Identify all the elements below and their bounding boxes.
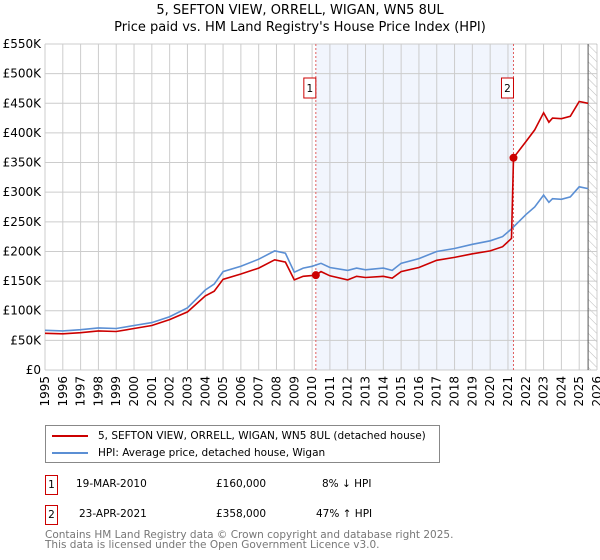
x-tick-label: 2008 [269,376,283,407]
transaction-price: £160,000 [216,478,267,490]
y-tick-label: £200K [3,244,43,258]
x-tick-label: 1996 [56,376,70,407]
x-tick-label: 2009 [287,376,301,407]
x-tick-label: 2006 [234,376,248,407]
x-tick-label: 2021 [501,376,515,407]
x-tick-label: 2002 [163,376,177,407]
x-tick-label: 2020 [483,376,497,407]
forecast-hatch [588,44,597,370]
price-paid-line [44,100,589,335]
sale-point [311,271,320,280]
x-tick-label: 2026 [590,376,600,407]
sale-label-border [303,77,317,99]
sale-label: 1 [306,83,313,95]
y-tick-label: £350K [3,156,43,170]
y-tick-label: £250K [3,215,43,229]
legend: 5, SEFTON VIEW, ORRELL, WIGAN, WN5 8UL (… [45,425,440,463]
x-tick-label: 2003 [180,376,194,407]
sale-label-border [500,77,514,99]
shaded-period [315,44,514,370]
x-tick-label: 2023 [537,376,551,407]
footer-line-2: This data is licensed under the Open Gov… [45,539,380,551]
legend-label: 5, SEFTON VIEW, ORRELL, WIGAN, WN5 8UL (… [98,430,426,442]
x-tick-label: 2019 [465,376,479,407]
x-tick-label: 2017 [430,376,444,407]
chart-title: 5, SEFTON VIEW, ORRELL, WIGAN, WN5 8UL [156,3,444,18]
x-tick-label: 2014 [376,376,390,407]
x-tick-label: 1998 [91,376,105,407]
transaction-hpi: 47% ↑ HPI [316,508,373,520]
x-tick-label: 2016 [412,376,426,407]
chart-subtitle: Price paid vs. HM Land Registry's House … [114,20,486,35]
transaction-hpi: 8% ↓ HPI [322,478,372,490]
transaction-date: 23-APR-2021 [79,508,147,520]
x-tick-label: 2007 [252,376,266,407]
x-tick-label: 2011 [323,376,337,407]
x-tick-label: 2025 [572,376,586,407]
transaction-price: £358,000 [216,508,267,520]
y-tick-label: £150K [3,274,43,288]
hpi-line [44,185,589,332]
x-tick-label: 1999 [109,376,123,407]
legend-label: HPI: Average price, detached house, Wiga… [98,447,326,459]
footer-line-1: Contains HM Land Registry data © Crown c… [45,529,454,541]
legend-item-price-paid: 5, SEFTON VIEW, ORRELL, WIGAN, WN5 8UL (… [52,428,426,444]
transaction-badge: 1 [45,475,58,495]
sale-label: 2 [504,83,511,95]
line-chart: £0 £50K £100K £150K £200K £250K £300K £350K £400… [3,37,600,407]
x-tick-label: 2015 [394,376,408,407]
sale-label-box: 1 [303,77,317,99]
x-tick-label: 1995 [38,376,52,407]
x-tick-label: 1997 [74,376,88,407]
x-tick-label: 2005 [216,376,230,407]
y-tick-label: £0 [26,363,41,377]
transaction-row: 1 19-MAR-2010 £160,000 8% ↓ HPI [45,475,545,495]
x-tick-label: 2004 [198,376,212,407]
legend-swatch-blue [52,452,88,454]
y-tick-label: £100K [3,304,43,318]
y-tick-label: £50K [10,333,42,347]
x-tick-label: 2000 [127,376,141,407]
y-tick-label: £550K [3,37,43,51]
x-tick-label: 2013 [359,376,373,407]
x-tick-label: 2022 [519,376,533,407]
sale-label-box: 2 [500,77,514,99]
transaction-row: 2 23-APR-2021 £358,000 47% ↑ HPI [45,505,545,525]
y-tick-label: £500K [3,67,43,81]
x-tick-label: 2018 [448,376,462,407]
footer: Contains HM Land Registry data © Crown c… [45,529,454,551]
transaction-badge: 2 [45,505,58,525]
legend-item-hpi: HPI: Average price, detached house, Wiga… [52,445,325,461]
legend-swatch-red [52,435,88,437]
sale-point [509,153,518,162]
y-tick-label: £300K [3,185,43,199]
y-tick-label: £400K [3,126,43,140]
transaction-date: 19-MAR-2010 [76,478,147,490]
x-tick-label: 2012 [341,376,355,407]
y-tick-label: £450K [3,96,43,110]
x-tick-label: 2024 [554,376,568,407]
x-tick-label: 2010 [305,376,319,407]
x-tick-label: 2001 [145,376,159,407]
